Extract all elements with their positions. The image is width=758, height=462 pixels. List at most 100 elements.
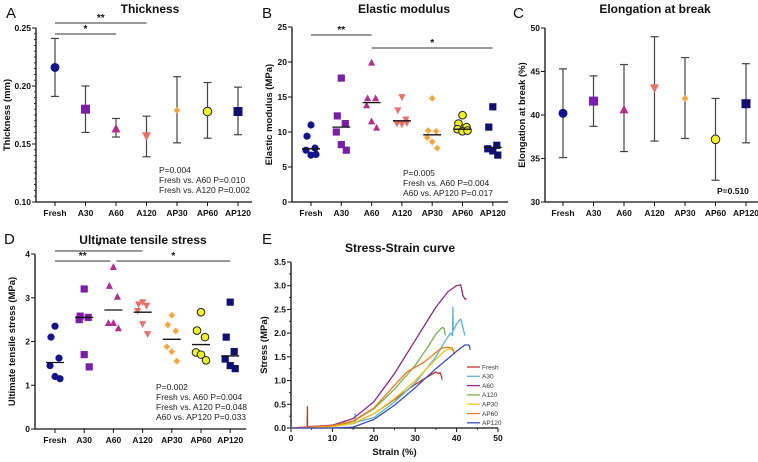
panel-b: B Elastic modulus 0 5 10 15 20 25 Elastic modulu…: [262, 2, 509, 218]
data-point: [423, 134, 431, 141]
data-point: [332, 128, 340, 136]
x-tick-label: AP30: [674, 208, 696, 218]
x-tick-label: 30: [410, 433, 420, 443]
data-point: [226, 361, 234, 370]
data-point: [222, 333, 230, 341]
x-tick-label: AP30: [166, 208, 188, 218]
data-point: [342, 146, 350, 154]
group-ap60: [710, 97, 721, 181]
x-tick-label: AP120: [480, 208, 506, 218]
group-ap120: [741, 63, 751, 144]
group-ap30: [681, 56, 689, 140]
x-tick-label: Fresh: [551, 208, 574, 218]
chart-title: Elastic modulus: [358, 2, 450, 16]
x-tick-label: AP120: [217, 435, 243, 445]
data-point: [312, 150, 320, 158]
mean-marker: [558, 108, 568, 118]
group-ap120: [221, 298, 240, 373]
mean-marker: [710, 134, 721, 145]
y-tick-label: 1: [25, 380, 30, 390]
stat-annotation: Fresh vs. A120 P=0.048: [156, 402, 247, 412]
data-point: [403, 120, 411, 127]
data-point: [47, 333, 55, 341]
panel-c: C Elongation at break 30 35 40 45 50 Elongation…: [513, 2, 758, 218]
data-point: [55, 354, 63, 362]
group-a60: [362, 58, 381, 131]
significance-label: *: [171, 251, 175, 262]
x-tick-label: A30: [586, 208, 602, 218]
stat-annotation: Fresh vs. A60 P=0.010: [159, 175, 246, 185]
data-point: [139, 299, 147, 307]
group-a30: [75, 285, 94, 371]
group-fresh: [558, 68, 568, 159]
data-point: [104, 319, 112, 327]
legend-label: A60: [482, 383, 494, 390]
x-tick-label: AP60: [190, 435, 212, 445]
x-tick-label: AP60: [197, 208, 219, 218]
group-fresh: [302, 121, 320, 159]
x-tick-label: A30: [334, 208, 350, 218]
significance-label: **: [97, 13, 105, 24]
group-ap30: [173, 76, 181, 144]
y-tick-label: 1.5: [274, 352, 286, 362]
data-point: [80, 351, 88, 359]
series-line-ap60: [290, 346, 456, 429]
stat-annotation: P=0.004: [159, 165, 191, 175]
group-ap30: [162, 311, 181, 365]
x-tick-label: A120: [136, 208, 157, 218]
data-point: [428, 95, 436, 102]
y-tick-label: 0: [282, 197, 287, 207]
y-tick-label: 0.15: [14, 139, 31, 149]
data-point: [143, 302, 151, 310]
panel-letter: E: [262, 231, 272, 248]
data-point: [485, 123, 493, 131]
x-tick-label: 50: [493, 433, 503, 443]
group-ap30: [423, 95, 442, 152]
y-tick-label: 50: [531, 23, 541, 33]
y-tick-label: 45: [531, 67, 541, 77]
x-tick-label: 10: [328, 433, 338, 443]
legend-label: Fresh: [482, 364, 499, 371]
data-point: [230, 347, 238, 356]
data-point: [172, 327, 180, 335]
y-tick-label: 3.0: [274, 281, 286, 291]
data-point: [196, 307, 206, 317]
x-tick-label: AP120: [225, 208, 251, 218]
stat-annotation: A60 vs. AP120 P=0.033: [156, 412, 246, 422]
panel-d: D Ultimate tensile stress 0 1 2 3 4 Ultimate te…: [4, 231, 247, 445]
legend-label: A30: [482, 374, 494, 381]
y-tick-label: 3: [25, 293, 30, 303]
y-tick-label: 3.5: [274, 257, 286, 267]
y-axis-label: Elastic modulus (MPa): [264, 64, 275, 165]
data-point: [424, 127, 432, 134]
x-tick-label: A60: [108, 208, 124, 218]
x-tick-label: Fresh: [299, 208, 322, 218]
y-tick-label: 5: [282, 162, 287, 172]
legend-label: AP120: [482, 420, 502, 427]
panel-letter: B: [262, 5, 272, 22]
legend: Fresh A30 A60 A120 AP30 AP60 AP120: [467, 364, 502, 427]
data-point: [196, 350, 206, 359]
data-point: [398, 121, 406, 129]
group-a60: [111, 117, 121, 138]
mean-marker: [81, 104, 90, 114]
data-point: [85, 363, 93, 371]
mean-marker: [741, 99, 751, 109]
x-tick-label: A30: [76, 435, 92, 445]
group-a120: [142, 115, 151, 158]
significance-label: *: [97, 241, 101, 252]
data-point: [307, 121, 315, 129]
group-fresh: [46, 322, 64, 383]
y-tick-label: 0: [25, 424, 30, 434]
data-point: [489, 103, 497, 111]
data-point: [337, 141, 345, 149]
series-line-ap30: [290, 347, 455, 429]
data-point: [363, 101, 371, 109]
group-ap60: [191, 307, 211, 365]
data-point: [164, 321, 172, 329]
data-point: [163, 343, 171, 351]
y-tick-label: 1.0: [274, 376, 286, 386]
group-a120: [392, 94, 411, 129]
data-point: [226, 298, 234, 306]
legend-label: AP60: [482, 411, 498, 418]
